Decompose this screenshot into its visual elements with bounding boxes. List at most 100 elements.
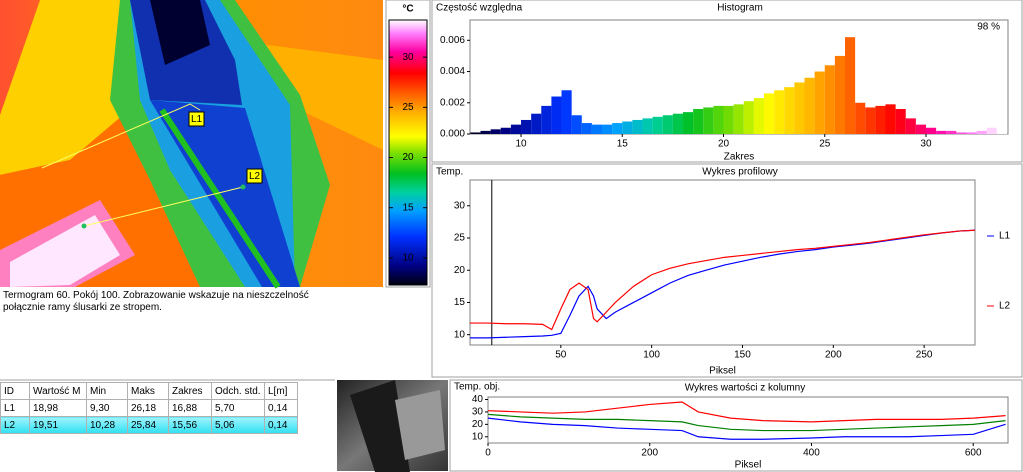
x-tick-label: 150 bbox=[734, 350, 751, 361]
plot-area bbox=[469, 179, 976, 346]
histogram-bar bbox=[976, 130, 987, 134]
histogram-bar bbox=[490, 129, 501, 134]
histogram-bar bbox=[521, 119, 532, 134]
line-label: L2 bbox=[249, 171, 261, 182]
photo-detail bbox=[395, 390, 445, 460]
colorbar-tick-label: 10 bbox=[402, 253, 414, 264]
x-tick-label: 100 bbox=[643, 350, 660, 361]
y-tick-label: 0.006 bbox=[440, 35, 465, 46]
histogram-bar bbox=[824, 65, 835, 134]
histogram-bar bbox=[723, 105, 734, 134]
chart-title: Histogram bbox=[717, 3, 763, 14]
photo-detail bbox=[350, 380, 410, 472]
series-line bbox=[487, 401, 1006, 423]
legend-label: L1 bbox=[999, 231, 1011, 242]
table-cell: 5,06 bbox=[211, 416, 265, 434]
histogram-bar bbox=[703, 107, 714, 134]
histogram-bar bbox=[531, 113, 542, 134]
histogram-bar bbox=[855, 102, 866, 134]
y-tick-label: 25 bbox=[454, 233, 466, 244]
series-line bbox=[470, 229, 976, 339]
histogram-bar bbox=[561, 90, 572, 134]
y-tick-label: 0.002 bbox=[440, 97, 465, 108]
table-cell: 9,30 bbox=[86, 399, 128, 417]
table-cell: Maks bbox=[127, 382, 169, 400]
table-cell: 0,14 bbox=[264, 399, 298, 417]
histogram-bar bbox=[571, 115, 582, 134]
colorbar-tick-label: 25 bbox=[402, 102, 414, 113]
series-line bbox=[487, 417, 1006, 440]
histogram-bar bbox=[693, 109, 704, 134]
histogram-bar bbox=[622, 121, 633, 134]
y-tick-label: 20 bbox=[472, 419, 484, 430]
x-axis-label: Piksel bbox=[709, 366, 736, 377]
histogram-bar bbox=[966, 132, 977, 134]
histogram-bar bbox=[895, 109, 906, 134]
colorbar-unit: °C bbox=[402, 4, 413, 15]
histogram-bar bbox=[632, 119, 643, 134]
table-cell: 25,84 bbox=[127, 416, 169, 434]
histogram-bar bbox=[784, 87, 795, 134]
table-cell: 15,56 bbox=[168, 416, 212, 434]
y-tick-label: 40 bbox=[472, 394, 484, 405]
table-cell: 0,14 bbox=[264, 416, 298, 434]
table-cell: 16,88 bbox=[168, 399, 212, 417]
histogram-bar bbox=[986, 127, 997, 134]
histogram-bar bbox=[753, 98, 765, 134]
table-cell: Min bbox=[86, 382, 128, 400]
histogram-bar bbox=[612, 123, 623, 134]
histogram-bar bbox=[996, 124, 1007, 134]
histogram-bar bbox=[642, 118, 653, 134]
histogram-bar bbox=[510, 124, 522, 134]
table-cell: L2 bbox=[0, 416, 30, 434]
x-tick-label: 50 bbox=[555, 350, 567, 361]
table-cell: ID bbox=[0, 382, 30, 400]
x-tick-label: 600 bbox=[965, 448, 982, 459]
histogram-bar bbox=[733, 104, 744, 134]
y-tick-label: 30 bbox=[454, 200, 466, 211]
y-tick-label: 10 bbox=[454, 329, 466, 340]
x-tick-label: 0 bbox=[485, 448, 491, 459]
table-cell: Wartość M bbox=[29, 382, 87, 400]
y-tick-label: 30 bbox=[472, 407, 484, 418]
histogram-bar bbox=[804, 77, 815, 134]
chart-title: Wykres wartości z kolumny bbox=[685, 383, 806, 394]
histogram-bar bbox=[774, 90, 785, 134]
table-cell: Odch. std. bbox=[211, 382, 265, 400]
x-tick-label: 200 bbox=[825, 350, 842, 361]
table-cell: L1 bbox=[0, 399, 30, 417]
histogram-bar bbox=[602, 124, 613, 134]
histogram-bar bbox=[764, 93, 775, 134]
x-tick-label: 250 bbox=[916, 350, 933, 361]
histogram-bar bbox=[500, 127, 511, 134]
series-line bbox=[487, 413, 1006, 432]
table-row[interactable]: L1 18,98 9,30 26,18 16,88 5,70 0,14 bbox=[0, 399, 298, 417]
y-axis-label: Częstość względna bbox=[436, 3, 523, 14]
histogram-bar bbox=[925, 127, 937, 134]
table-cell: 5,70 bbox=[211, 399, 265, 417]
table-cell: L[m] bbox=[264, 382, 298, 400]
histogram-bar bbox=[936, 130, 947, 134]
caption: Termogram 60. Pokój 100. Zobrazowanie ws… bbox=[3, 290, 309, 313]
table-cell: Zakres bbox=[168, 382, 212, 400]
histogram-bar bbox=[875, 105, 886, 134]
histogram-bar bbox=[470, 132, 481, 134]
histogram-bar bbox=[865, 107, 876, 134]
histogram-bar bbox=[956, 132, 967, 134]
y-axis-label: Temp. obj. bbox=[454, 382, 500, 393]
x-tick-label: 15 bbox=[617, 139, 629, 150]
x-axis-label: Zakres bbox=[724, 152, 755, 163]
y-tick-label: 10 bbox=[472, 431, 484, 442]
table-cell: 19,51 bbox=[29, 416, 87, 434]
histogram-bar bbox=[814, 71, 825, 134]
table-row[interactable]: L2 19,51 10,28 25,84 15,56 5,06 0,14 bbox=[0, 416, 298, 434]
table-cell: 26,18 bbox=[127, 399, 169, 417]
x-tick-label: 30 bbox=[920, 139, 932, 150]
x-tick-label: 200 bbox=[641, 448, 658, 459]
series-line bbox=[470, 229, 976, 331]
stats-table: ID Wartość M Min Maks Zakres Odch. std. L[m] L1… bbox=[0, 382, 298, 434]
table-row[interactable]: ID Wartość M Min Maks Zakres Odch. std. L[m] bbox=[0, 382, 298, 400]
x-tick-label: 400 bbox=[803, 448, 820, 459]
